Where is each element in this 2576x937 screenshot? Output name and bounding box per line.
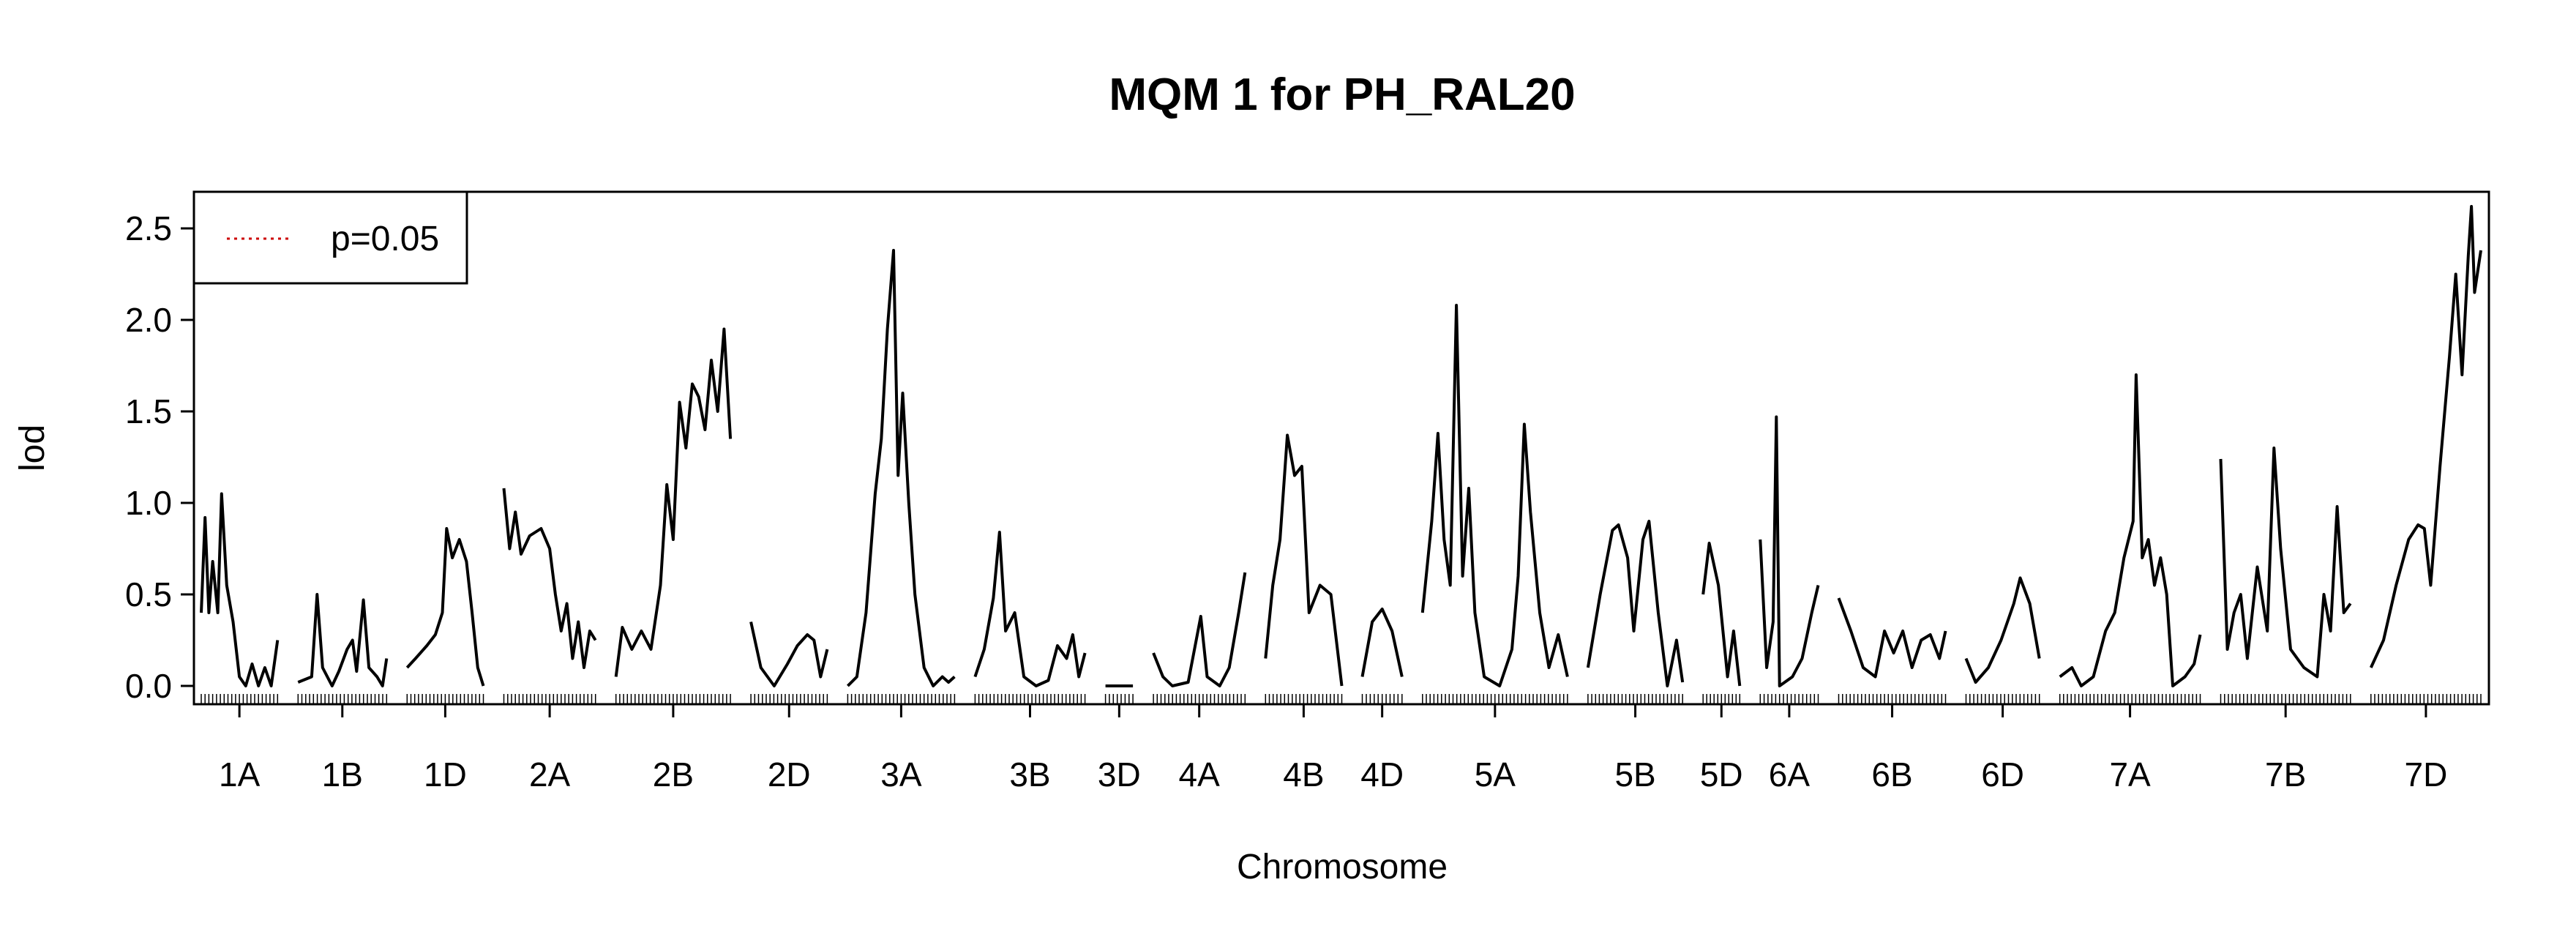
lod-line-6B	[1837, 597, 1947, 679]
lod-line-4A	[1152, 572, 1247, 687]
x-tick-label: 1B	[322, 755, 363, 794]
lod-line-1B	[297, 593, 389, 687]
lod-line-2A	[502, 488, 597, 669]
lod-line-2D	[749, 621, 829, 687]
x-tick-label: 7D	[2405, 755, 2448, 794]
x-tick-label: 1A	[219, 755, 261, 794]
x-tick-label: 5A	[1475, 755, 1516, 794]
lod-series	[200, 205, 2482, 687]
y-tick-label: 2.0	[125, 301, 172, 339]
x-axis-label: Chromosome	[1237, 848, 1448, 886]
y-axis: 0.0 0.5 1.0 1.5 2.0 2.5	[125, 209, 194, 705]
legend-box	[192, 190, 468, 285]
lod-line-7B	[2219, 447, 2352, 679]
x-tick-label: 2B	[653, 755, 694, 794]
x-tick-label: 6A	[1769, 755, 1811, 794]
legend: p=0.05	[192, 190, 468, 285]
x-tick-label: 3D	[1098, 755, 1141, 794]
lod-line-5D	[1701, 542, 1742, 687]
x-tick-label: 5B	[1614, 755, 1655, 794]
chart-title: MQM 1 for PH_RAL20	[1109, 70, 1575, 120]
x-axis: 1A 1B 1D 2A 2B 2D 3A 3B 3D 4A 4B 4D 5A 5B 5D 6A 6B 6D 7A 7B…	[219, 704, 2447, 794]
x-tick-label: 7B	[2265, 755, 2306, 794]
y-tick-label: 1.5	[125, 392, 172, 430]
x-tick-label: 7A	[2109, 755, 2151, 794]
lod-line-2B	[614, 327, 733, 677]
lod-line-5A	[1420, 304, 1569, 687]
lod-line-5B	[1586, 520, 1685, 687]
lod-line-4D	[1360, 608, 1404, 677]
y-tick-label: 0.0	[125, 667, 172, 705]
lod-line-7A	[2059, 373, 2202, 687]
x-tick-label: 3B	[1009, 755, 1050, 794]
y-tick-label: 2.5	[125, 209, 172, 247]
lod-line-6A	[1759, 415, 1820, 687]
lod-line-6D	[1964, 576, 2041, 684]
y-tick-label: 0.5	[125, 575, 172, 613]
x-tick-label: 5D	[1700, 755, 1743, 794]
lod-line-7D	[2369, 205, 2482, 668]
y-axis-label: lod	[13, 425, 52, 471]
legend-label: p=0.05	[331, 220, 439, 258]
x-tick-label: 1D	[424, 755, 467, 794]
lod-line-1D	[405, 527, 485, 687]
x-tick-label: 4D	[1360, 755, 1404, 794]
x-tick-label: 6D	[1981, 755, 2024, 794]
x-tick-label: 6B	[1871, 755, 1912, 794]
y-tick-label: 1.0	[125, 484, 172, 522]
x-tick-label: 4A	[1179, 755, 1221, 794]
x-tick-label: 2A	[529, 755, 571, 794]
lod-line-1A	[200, 492, 280, 687]
lod-line-3B	[973, 531, 1087, 687]
marker-rug	[201, 694, 2482, 704]
x-tick-label: 2D	[768, 755, 811, 794]
x-tick-label: 3A	[880, 755, 922, 794]
lod-line-4B	[1264, 433, 1344, 687]
lod-line-3A	[846, 249, 956, 687]
x-tick-label: 4B	[1283, 755, 1324, 794]
plot-frame	[192, 190, 2490, 706]
